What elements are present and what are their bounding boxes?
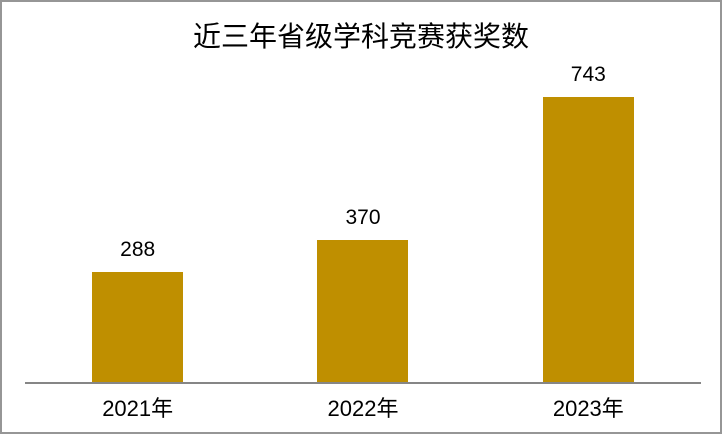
bar-group-2022: 370 [250,42,475,382]
x-axis-label-2022: 2022年 [327,396,399,421]
bar-group-2023: 743 [476,42,701,382]
x-axis-line [25,382,701,384]
bar-value-label-2022: 370 [345,206,381,229]
bar-2021 [92,272,184,382]
chart-title: 近三年省级学科竞赛获奖数 [192,21,529,52]
x-axis-labels: 2021年 2022年 2023年 [25,396,701,422]
x-axis-label-2021: 2021年 [102,396,174,421]
bar-value-label-2023: 743 [570,63,606,86]
bar-value-label-2021: 288 [120,238,156,261]
bar-group-2021: 288 [25,42,250,382]
bar-2022 [317,240,409,382]
plot-area: 288 370 743 [25,42,701,382]
x-axis-label-2023: 2023年 [552,396,624,421]
bar-2023 [542,97,634,382]
